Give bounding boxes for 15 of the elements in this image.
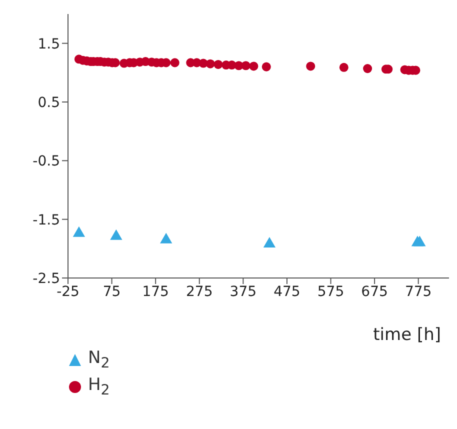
x-tick-label: 675	[361, 284, 388, 300]
x-tick-label: 475	[274, 284, 300, 300]
x-tick-label: 175	[142, 284, 169, 300]
x-tick-label: 775	[404, 284, 432, 300]
x-tick-label: 575	[317, 284, 344, 300]
y-tick-label: -0.5	[32, 154, 60, 170]
x-tick-label: 375	[230, 284, 257, 300]
legend-label: H$_{2}$	[88, 375, 110, 399]
y-tick-label: 0.5	[38, 94, 60, 111]
x-axis-title: time [h]	[373, 325, 441, 345]
legend-label: N$_{2}$	[88, 348, 110, 372]
y-tick-label: 1.5	[38, 36, 60, 52]
x-tick-label: 75	[102, 284, 121, 300]
y-tick-label: -1.5	[32, 212, 60, 228]
x-tick-label: 275	[186, 284, 213, 300]
